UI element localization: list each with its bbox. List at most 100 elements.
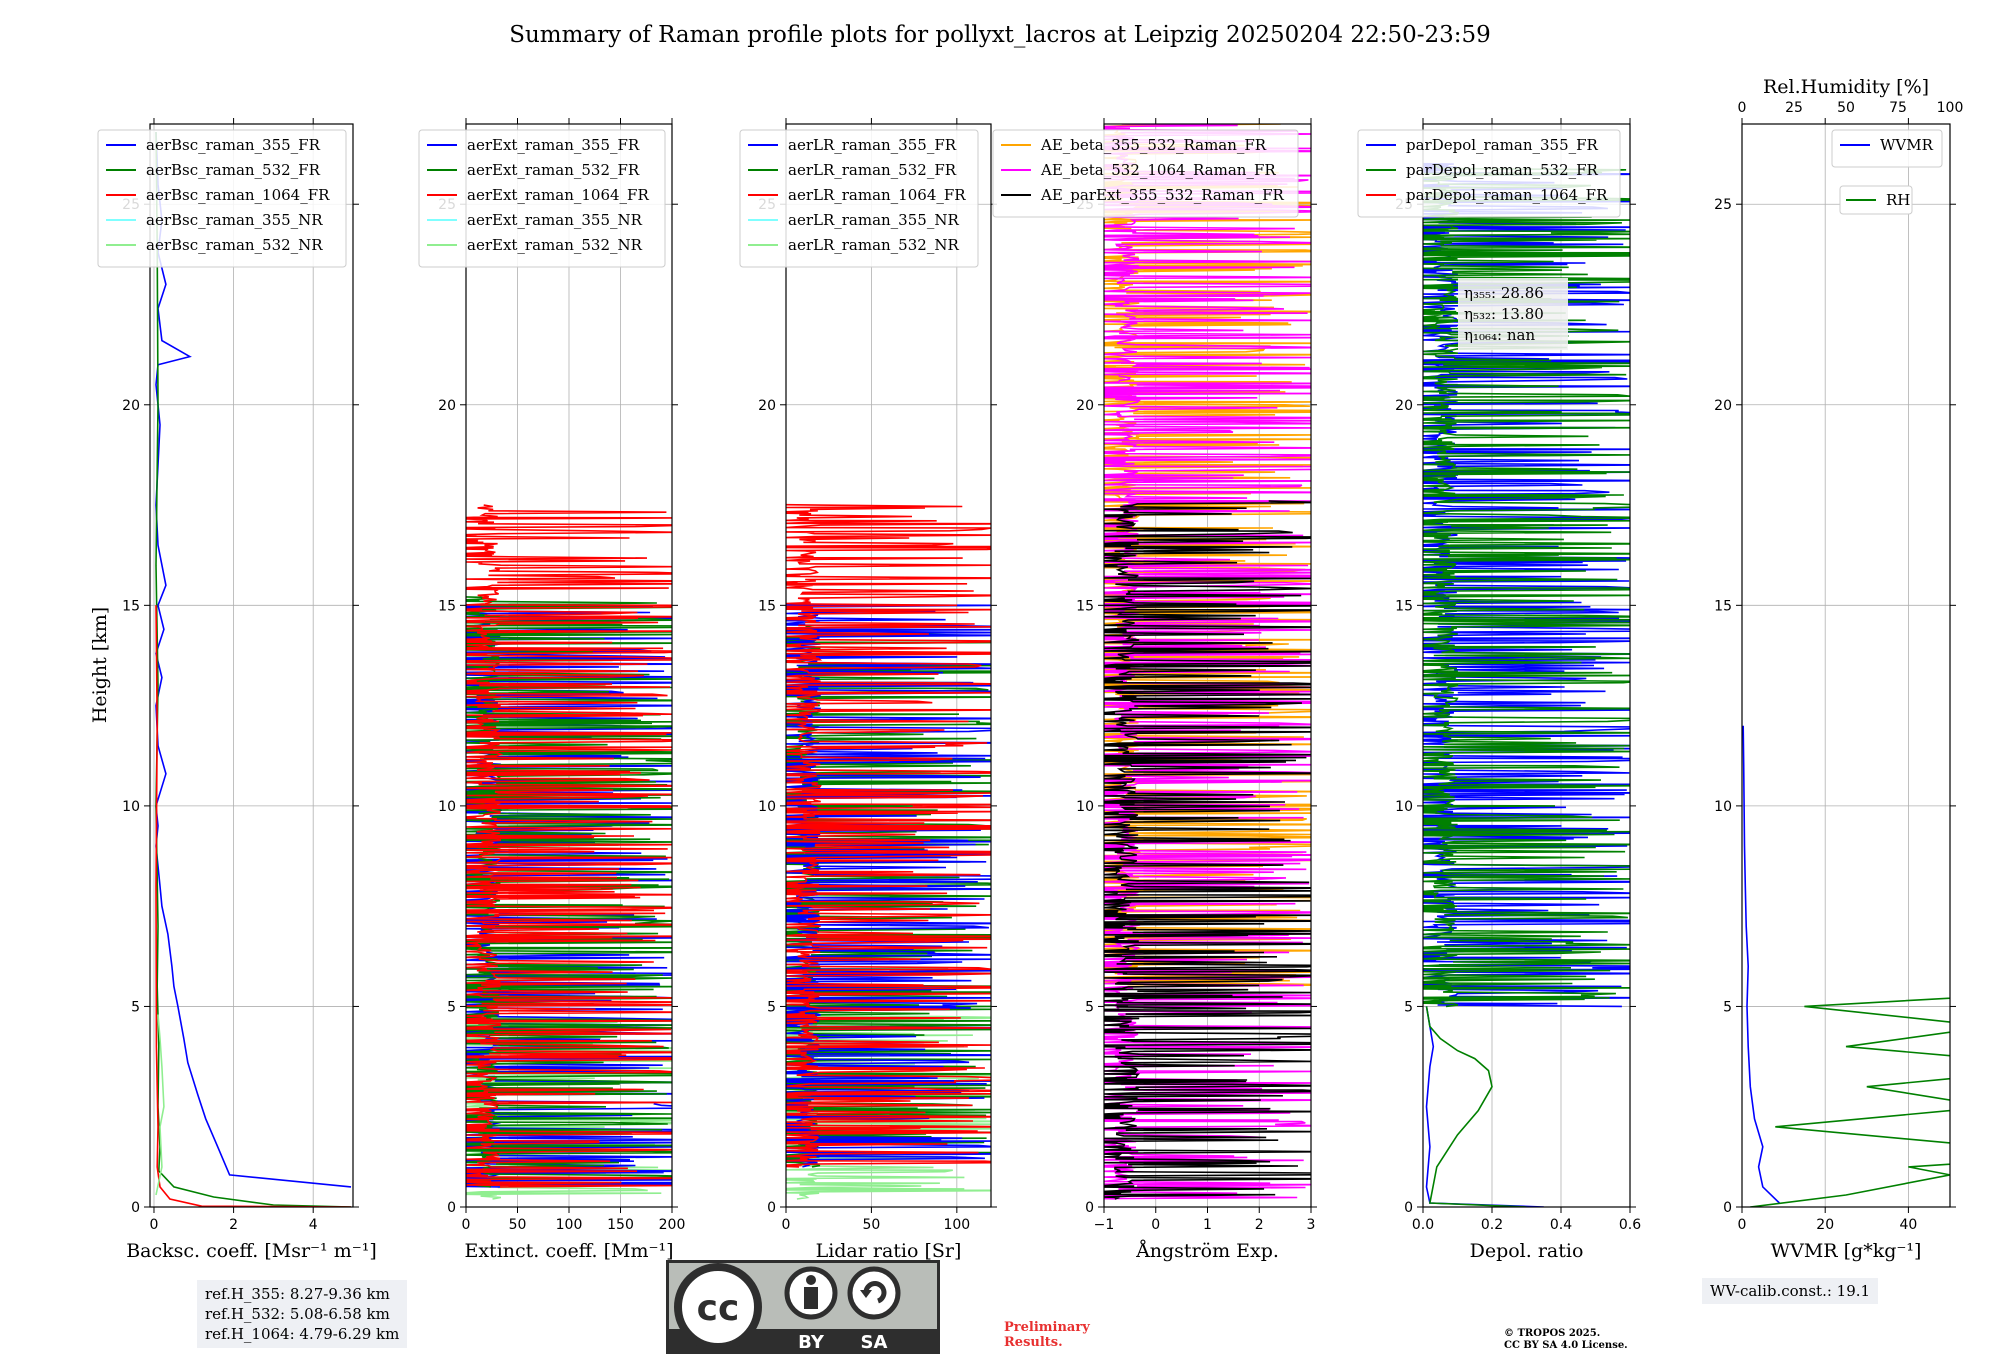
- axes-frame: [1741, 123, 1951, 1208]
- legend-entry: aerExt_raman_1064_FR: [467, 186, 649, 204]
- y-tick-label: 15: [1395, 598, 1413, 614]
- panel-4: −101230510152025Ångström Exp.AE_beta_355…: [992, 118, 1317, 1262]
- axes-frame: [785, 123, 992, 1208]
- x-tick-label: 2: [1255, 1217, 1264, 1233]
- parDepol_raman_532_FR-line: [1425, 1006, 1527, 1207]
- y-tick-label: 20: [758, 398, 776, 414]
- legend-entry: aerLR_raman_355_FR: [788, 136, 957, 154]
- copyright-line-1: © TROPOS 2025.: [1504, 1328, 1601, 1339]
- x-tick-label: 3: [1307, 1217, 1316, 1233]
- legend-box: [739, 129, 979, 268]
- x-tick-label: 40: [1899, 1217, 1917, 1233]
- y-tick-label: 15: [122, 598, 140, 614]
- chart-title: Summary of Raman profile plots for polly…: [509, 22, 1491, 48]
- x-tick-label: 0: [1151, 1217, 1160, 1233]
- preliminary-note: Preliminary Results.: [1004, 1320, 1090, 1350]
- y-tick-label: 0: [1723, 1200, 1732, 1216]
- y-tick-label: 0: [447, 1200, 456, 1216]
- y-tick-label: 10: [1714, 799, 1732, 815]
- aerLR_raman_1064_FR-line: [786, 503, 991, 1168]
- plot-area: [786, 124, 991, 1207]
- x-tick-label: 0.2: [1481, 1217, 1503, 1233]
- aerBsc_raman_355_FR-line: [155, 131, 352, 1188]
- legend: AE_beta_355_532_Raman_FR AE_beta_532_1064…: [992, 129, 1299, 218]
- y-tick-label: 5: [1404, 999, 1413, 1015]
- y-tick-label: 10: [1395, 799, 1413, 815]
- preliminary-line-1: Preliminary: [1004, 1320, 1090, 1335]
- axes-frame: [149, 123, 354, 1208]
- x-tick-label: 0: [462, 1217, 471, 1233]
- y-tick-label: 20: [1395, 398, 1413, 414]
- panel-3: 0501000510152025Lidar ratio [Sr]aerLR_ra…: [739, 118, 997, 1262]
- x-tick-label: 50: [863, 1217, 881, 1233]
- y-tick-label: 10: [1076, 799, 1094, 815]
- y-tick-label: 25: [1714, 197, 1732, 213]
- x-axis-label: Backsc. coeff. [Msr⁻¹ m⁻¹]: [126, 1240, 377, 1262]
- legend-box: [1831, 129, 1943, 168]
- x-tick-label: 0: [150, 1217, 159, 1233]
- panel-6: 0 20 40 0 5 10 15 20 25 WVMR [g*kg⁻¹] 0 25 50 75 100 Re…: [1714, 76, 1964, 1262]
- aerLR_raman_532_FR-line: [786, 624, 991, 1168]
- axes-frame: [1422, 123, 1631, 1208]
- aerBsc_raman_532_NR-line: [155, 1014, 165, 1196]
- legend-entry: WVMR: [1880, 136, 1934, 154]
- y-tick-label: 15: [1714, 598, 1732, 614]
- legend-entry: aerLR_raman_532_NR: [788, 236, 959, 254]
- cc-sa-label: SA: [861, 1332, 888, 1353]
- preliminary-line-2: Results.: [1004, 1335, 1063, 1350]
- x-tick-label: 150: [607, 1217, 634, 1233]
- legend-box: [1357, 129, 1621, 218]
- legend: aerExt_raman_355_FR aerExt_raman_532_FRae…: [418, 129, 666, 268]
- x2-tick-label: 75: [1889, 100, 1907, 116]
- y-tick-label: 0: [131, 1200, 140, 1216]
- legend-entry: parDepol_raman_532_FR: [1406, 161, 1599, 179]
- wv-calib-constant: WV-calib.const.: 19.1: [1702, 1278, 1879, 1304]
- legend-entry: aerBsc_raman_355_FR: [146, 136, 321, 154]
- legend-entry: aerLR_raman_1064_FR: [788, 186, 966, 204]
- x-axis-label: Depol. ratio: [1470, 1240, 1584, 1262]
- copyright-note: © TROPOS 2025. CC BY SA 4.0 License.: [1504, 1328, 1628, 1352]
- plot-area: [466, 124, 672, 1207]
- x2-axis-label: Rel.Humidity [%]: [1763, 76, 1929, 98]
- x2-tick-label: 0: [1738, 100, 1747, 116]
- legend-entry: AE_beta_532_1064_Raman_FR: [1040, 161, 1276, 179]
- legend: WVMR RH: [1831, 129, 1943, 215]
- x-tick-label: 20: [1816, 1217, 1834, 1233]
- y-tick-label: 20: [1714, 398, 1732, 414]
- y-tick-label: 0: [1404, 1200, 1413, 1216]
- ref-height-532: ref.H_532: 5.08-6.58 km: [205, 1305, 390, 1323]
- y-tick-label: 5: [131, 999, 140, 1015]
- y-tick-label: 15: [1076, 598, 1094, 614]
- plot-area: [150, 124, 353, 1207]
- y-tick-label: 5: [447, 999, 456, 1015]
- y-tick-label: 5: [1723, 999, 1732, 1015]
- y-tick-label: 5: [1085, 999, 1094, 1015]
- legend-box: [418, 129, 666, 268]
- AE_parExt_355_532_Raman_FR-line: [1104, 500, 1311, 1200]
- y-tick-label: 10: [758, 799, 776, 815]
- ref-height-1064: ref.H_1064: 4.79-6.29 km: [205, 1325, 400, 1343]
- y-tick-label: 0: [767, 1200, 776, 1216]
- x-tick-label: 100: [556, 1217, 583, 1233]
- legend-entry: aerLR_raman_532_FR: [788, 161, 957, 179]
- y-tick-label: 10: [438, 799, 456, 815]
- eta-box-bg: [1458, 278, 1568, 350]
- WVMR-line: [1742, 725, 1780, 1204]
- legend: aerLR_raman_355_FR aerLR_raman_532_FR aerL…: [739, 129, 979, 268]
- x2-tick-label: 100: [1937, 100, 1964, 116]
- legend-entry: aerExt_raman_355_FR: [467, 136, 640, 154]
- legend-entry: aerBsc_raman_532_FR: [146, 161, 321, 179]
- copyright-line-2: CC BY SA 4.0 License.: [1504, 1340, 1628, 1351]
- x-tick-label: 1: [1203, 1217, 1212, 1233]
- x2-tick-label: 25: [1785, 100, 1803, 116]
- eta-label-eta1064: η₁₀₆₄: nan: [1464, 326, 1535, 344]
- plot-area: [1104, 124, 1311, 1207]
- legend-entry: RH: [1886, 191, 1910, 209]
- y-tick-label: 20: [122, 398, 140, 414]
- x-axis-label: Lidar ratio [Sr]: [816, 1240, 962, 1262]
- y-axis-label: Height [km]: [89, 607, 111, 723]
- x-axis-label: Ångström Exp.: [1135, 1240, 1279, 1262]
- legend-box: [992, 129, 1299, 218]
- y-tick-label: 0: [1085, 1200, 1094, 1216]
